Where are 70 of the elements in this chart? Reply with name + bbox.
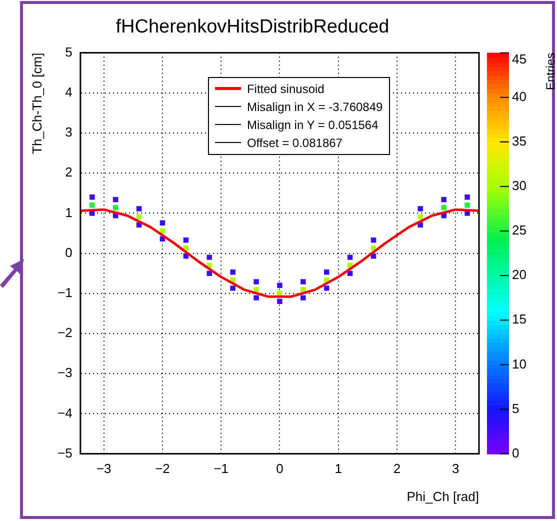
point <box>136 214 142 220</box>
color-bar-label: 5 <box>512 400 520 416</box>
color-bar-label: 10 <box>512 356 526 372</box>
point <box>206 254 212 260</box>
point <box>112 196 118 202</box>
point <box>300 287 306 292</box>
point <box>160 228 166 234</box>
point <box>464 202 470 208</box>
color-bar-title: Entries <box>543 52 557 90</box>
y-axis-title: Th_Ch-Th_0 [cm] <box>29 52 44 154</box>
y-tick-label: 3 <box>65 124 72 140</box>
point <box>254 279 259 284</box>
annotation: Misalign in Y = 0.051564 <box>246 118 378 132</box>
color-bar-label: 25 <box>512 222 526 238</box>
point <box>464 194 470 200</box>
point <box>277 298 282 304</box>
annotation: Offset = 0.081867 <box>246 136 342 150</box>
legend-label: Fitted sinusoid <box>246 82 324 96</box>
point <box>230 270 236 275</box>
point <box>441 196 446 202</box>
y-tick-label: −4 <box>58 405 72 420</box>
point <box>300 295 306 300</box>
x-tick-label: 2 <box>393 461 401 476</box>
point <box>370 237 376 243</box>
color-bar-label: 35 <box>512 133 526 148</box>
color-bar-label: 20 <box>512 267 526 282</box>
point <box>90 194 95 200</box>
x-tick-label: −2 <box>155 461 170 476</box>
point <box>441 204 446 210</box>
color-bar-label: 45 <box>512 51 526 66</box>
point <box>324 270 330 275</box>
point <box>206 262 212 268</box>
point <box>206 270 212 276</box>
x-tick-label: 1 <box>334 461 342 476</box>
point <box>347 270 353 276</box>
point <box>324 286 330 291</box>
y-tick-label: 5 <box>65 44 72 60</box>
y-tick-label: −3 <box>58 365 72 380</box>
annotation: Misalign in X = -3.760849 <box>246 100 383 114</box>
point <box>347 254 353 260</box>
point <box>418 214 424 220</box>
x-axis-title: Phi_Ch [rad] <box>406 488 479 504</box>
point <box>230 286 236 291</box>
point <box>183 237 189 243</box>
y-tick-label: 2 <box>65 164 72 180</box>
y-tick-label: 0 <box>65 244 72 260</box>
color-bar-label: 0 <box>512 445 520 460</box>
x-tick-label: 3 <box>452 461 460 476</box>
chart-title: fHCherenkovHitsDistribReduced <box>116 16 390 38</box>
point <box>254 295 259 300</box>
y-tick-label: 1 <box>65 204 72 220</box>
point <box>254 287 259 292</box>
point <box>418 206 424 212</box>
x-tick-label: −3 <box>96 461 112 476</box>
point <box>347 262 353 268</box>
point <box>136 206 142 212</box>
x-tick-label: −1 <box>214 461 229 476</box>
color-bar-label: 15 <box>512 312 526 327</box>
y-tick-label: −1 <box>58 284 72 300</box>
y-tick-label: −5 <box>58 445 72 460</box>
point <box>300 279 306 284</box>
color-bar-label: 30 <box>512 178 526 194</box>
y-tick-label: −2 <box>58 325 72 340</box>
x-tick-label: 0 <box>276 461 284 476</box>
y-tick-label: 4 <box>65 84 72 100</box>
point <box>112 204 118 210</box>
point <box>160 220 166 226</box>
point <box>277 282 282 288</box>
color-bar-label: 40 <box>512 88 526 104</box>
point <box>90 202 95 208</box>
